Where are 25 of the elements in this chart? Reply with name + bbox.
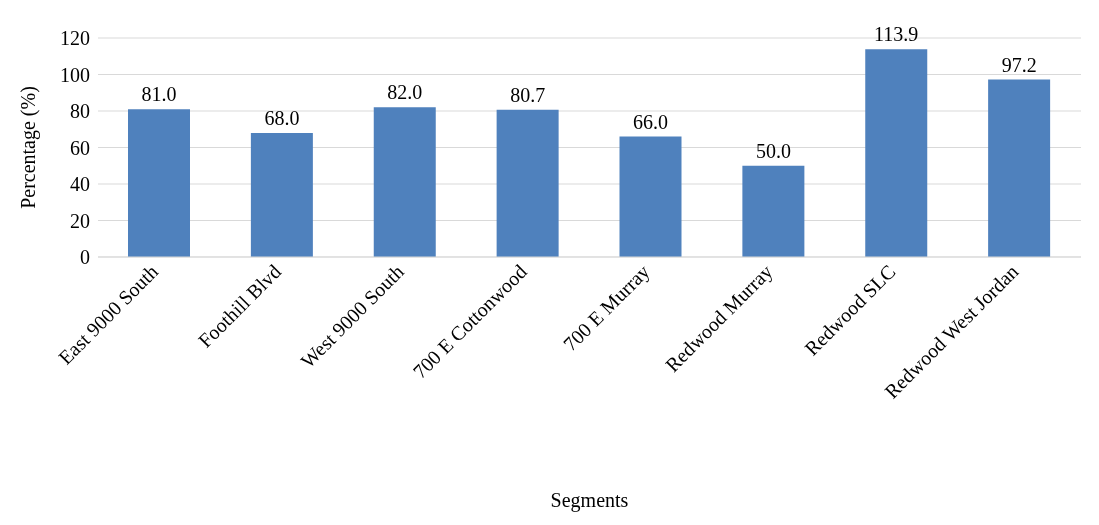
bar: [128, 109, 190, 257]
data-label: 81.0: [141, 83, 177, 106]
data-label: 80.7: [510, 83, 546, 106]
bar: [619, 136, 682, 257]
data-label: 68.0: [264, 106, 300, 129]
data-label: 82.0: [387, 81, 423, 104]
y-tick-label: 0: [80, 246, 90, 269]
y-tick-label: 100: [60, 63, 90, 86]
y-tick-label: 40: [70, 173, 90, 196]
data-label: 50.0: [755, 139, 791, 162]
y-axis-title: Percentage (%): [17, 86, 41, 209]
y-tick-label: 60: [70, 136, 90, 159]
data-label: 113.9: [874, 23, 919, 46]
bar: [373, 107, 436, 257]
bar: [865, 49, 928, 257]
y-tick-label: 80: [70, 100, 90, 123]
bar: [742, 165, 805, 257]
bar: [250, 132, 313, 257]
x-axis-title: Segments: [550, 489, 629, 512]
data-label: 97.2: [1001, 53, 1037, 76]
bar: [496, 109, 559, 257]
data-label: 66.0: [633, 110, 668, 133]
y-tick-label: 120: [60, 27, 90, 50]
y-tick-label: 20: [70, 209, 90, 232]
bar: [988, 79, 1051, 257]
